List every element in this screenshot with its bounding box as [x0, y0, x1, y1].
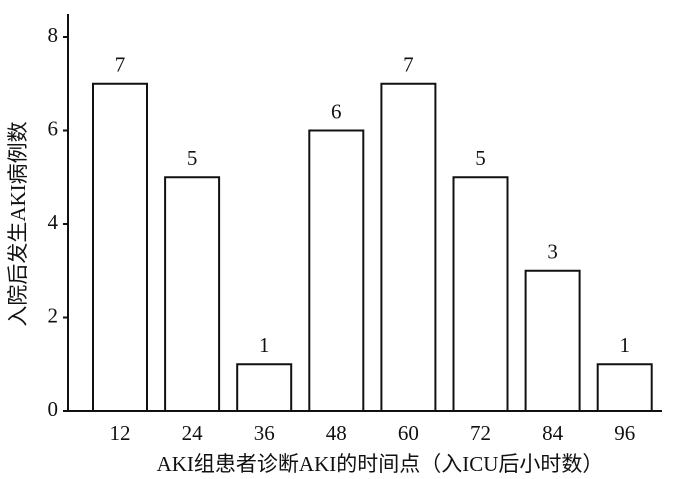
value-label: 5 [475, 146, 486, 170]
bar [524, 269, 581, 412]
bar [236, 363, 293, 412]
value-label: 1 [619, 333, 630, 357]
y-tick-label: 0 [48, 397, 59, 421]
y-axis-label: 入院后发生AKI病例数 [6, 121, 30, 326]
bar [452, 176, 509, 412]
x-tick-label: 96 [614, 421, 635, 445]
value-label: 3 [547, 240, 558, 264]
x-tick-label: 24 [182, 421, 204, 445]
bar [92, 82, 148, 412]
bar [596, 363, 653, 412]
x-tick-label: 48 [326, 421, 347, 445]
x-tick-label: 12 [110, 421, 131, 445]
value-label: 5 [187, 146, 198, 170]
x-tick-label: 72 [470, 421, 491, 445]
value-label: 1 [259, 333, 270, 357]
x-tick-label: 36 [254, 421, 275, 445]
x-axis-label: AKI组患者诊断AKI的时间点（入ICU后小时数） [157, 452, 604, 476]
y-tick-label: 8 [48, 23, 59, 47]
x-tick-label: 60 [398, 421, 419, 445]
value-label: 7 [403, 53, 414, 77]
value-label: 7 [115, 53, 126, 77]
y-tick-label: 2 [48, 303, 59, 327]
y-tick-label: 4 [48, 210, 59, 234]
y-tick-label: 6 [48, 116, 59, 140]
value-label: 6 [331, 99, 342, 123]
x-tick-label: 84 [542, 421, 564, 445]
bar [308, 129, 365, 412]
bar [164, 176, 221, 412]
bar [380, 82, 437, 412]
